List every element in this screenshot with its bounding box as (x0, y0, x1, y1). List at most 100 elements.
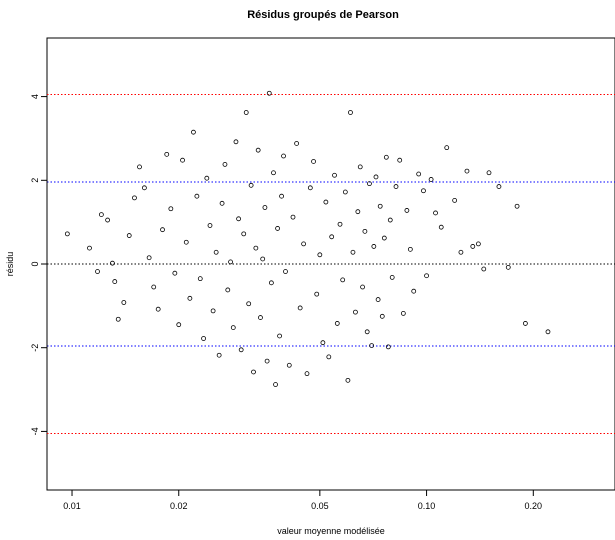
data-point-101 (393, 184, 399, 189)
data-point-90 (369, 343, 375, 349)
data-point-89 (367, 181, 372, 187)
data-point-83 (353, 309, 358, 315)
data-point-50 (262, 205, 268, 210)
data-point-38 (233, 139, 239, 145)
data-point-125 (545, 329, 551, 335)
data-point-37 (230, 325, 236, 331)
data-point-76 (334, 321, 340, 326)
data-point-34 (222, 161, 228, 167)
data-point-60 (283, 269, 288, 274)
data-point-49 (260, 256, 266, 262)
data-point-115 (458, 249, 464, 255)
data-point-63 (294, 141, 300, 146)
data-point-61 (286, 362, 292, 368)
data-point-25 (194, 193, 200, 199)
data-point-43 (246, 301, 252, 307)
reference-lines (47, 94, 615, 434)
data-point-56 (275, 226, 280, 231)
data-point-121 (496, 184, 502, 189)
data-point-18 (168, 206, 174, 212)
data-point-102 (397, 157, 403, 163)
data-point-4 (105, 217, 111, 223)
y-axis-label: résidu (5, 252, 15, 277)
data-point-41 (241, 231, 247, 237)
x-tick-label-3: 0.10 (418, 501, 436, 511)
data-point-30 (210, 308, 216, 314)
x-tick-label-1: 0.02 (170, 501, 188, 511)
data-point-47 (255, 147, 261, 153)
data-point-94 (377, 203, 383, 209)
x-tick-label-0: 0.01 (63, 501, 81, 511)
data-point-77 (337, 221, 343, 227)
data-point-53 (268, 280, 274, 286)
data-point-100 (389, 274, 395, 280)
data-point-39 (236, 216, 241, 222)
data-point-84 (355, 209, 361, 215)
data-point-87 (362, 228, 368, 234)
data-point-29 (207, 223, 213, 228)
data-point-48 (258, 315, 263, 320)
y-tick-label-3: 2 (30, 178, 40, 183)
data-point-107 (416, 171, 422, 177)
data-point-36 (228, 259, 233, 265)
data-point-75 (332, 172, 337, 178)
data-point-15 (155, 306, 161, 312)
data-point-64 (297, 305, 303, 311)
data-point-96 (381, 235, 387, 241)
data-point-8 (121, 300, 127, 305)
data-point-62 (290, 214, 296, 220)
data-point-33 (219, 200, 225, 206)
data-point-14 (151, 284, 157, 290)
data-point-57 (277, 333, 282, 339)
y-tick-label-4: 4 (30, 94, 40, 99)
data-point-93 (375, 297, 381, 302)
data-point-3 (98, 212, 104, 218)
data-point-123 (514, 203, 520, 209)
data-point-45 (251, 369, 256, 375)
data-point-27 (201, 336, 206, 341)
data-point-58 (279, 193, 284, 199)
data-point-99 (387, 217, 393, 223)
data-point-69 (314, 291, 320, 297)
data-point-6 (112, 279, 118, 284)
data-point-9 (126, 233, 132, 238)
data-point-72 (323, 199, 329, 205)
data-point-110 (428, 177, 434, 182)
data-point-78 (340, 277, 346, 283)
data-point-24 (191, 129, 196, 135)
data-point-88 (364, 329, 370, 335)
data-point-21 (180, 157, 185, 163)
data-point-73 (326, 354, 332, 360)
data-point-26 (197, 276, 203, 282)
data-point-95 (379, 313, 385, 319)
data-point-59 (281, 153, 286, 159)
data-point-118 (475, 241, 481, 247)
data-point-22 (183, 239, 189, 245)
x-tick-label-4: 0.20 (525, 501, 543, 511)
data-point-54 (271, 170, 276, 176)
data-point-116 (464, 168, 470, 174)
data-point-31 (213, 249, 219, 255)
x-axis-label: valeur moyenne modélisée (277, 526, 385, 536)
data-point-65 (301, 241, 307, 247)
y-axis: -4 -2 0 2 4 (30, 94, 48, 435)
y-tick-label-2: 0 (30, 261, 40, 266)
data-point-32 (216, 352, 222, 358)
data-point-16 (160, 227, 165, 233)
data-point-2 (95, 269, 100, 274)
data-point-66 (304, 371, 310, 377)
data-point-85 (357, 164, 363, 170)
data-point-35 (225, 287, 231, 293)
data-point-81 (348, 110, 353, 115)
y-tick-label-1: -2 (30, 344, 40, 352)
data-point-19 (172, 270, 178, 276)
data-point-119 (481, 266, 487, 272)
data-point-71 (320, 340, 326, 346)
data-point-40 (238, 347, 244, 353)
data-point-82 (350, 249, 356, 255)
data-point-79 (342, 189, 348, 195)
data-point-122 (505, 264, 511, 270)
data-point-46 (253, 245, 259, 251)
data-point-92 (373, 174, 379, 180)
